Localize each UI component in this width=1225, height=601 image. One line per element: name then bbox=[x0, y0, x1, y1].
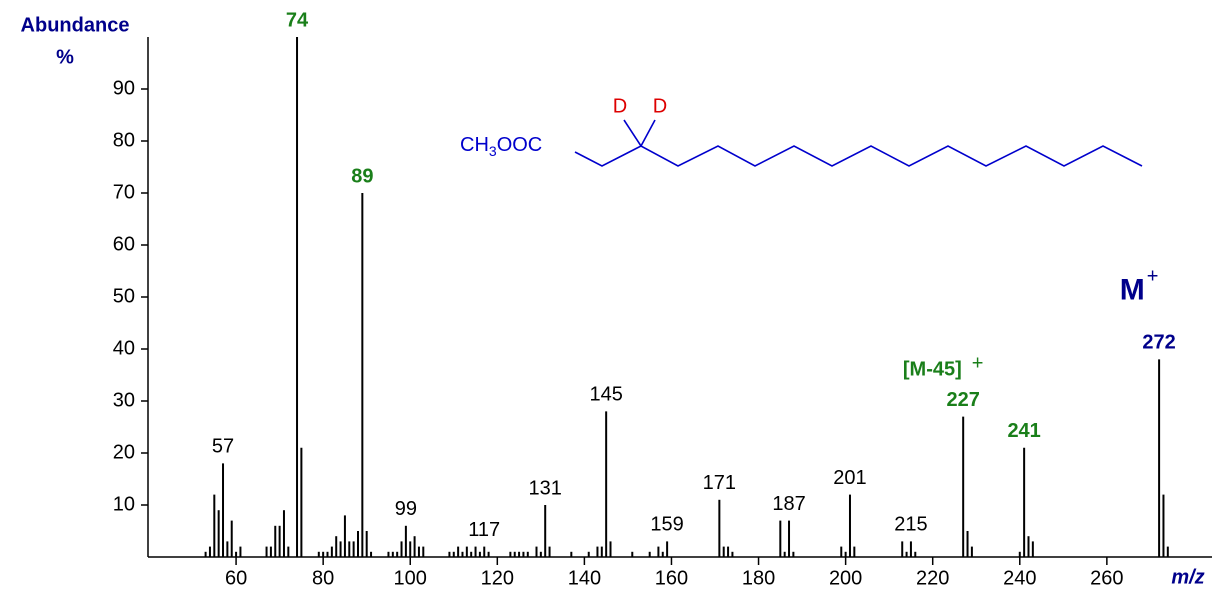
bond bbox=[640, 119, 656, 147]
peak-label: 89 bbox=[351, 165, 373, 187]
y-tick-label: 50 bbox=[113, 285, 135, 307]
x-tick-label: 100 bbox=[394, 567, 427, 589]
deuterium: D bbox=[613, 95, 627, 117]
x-tick-label: 260 bbox=[1090, 567, 1123, 589]
peak-label: 171 bbox=[703, 472, 736, 494]
peak-label: 159 bbox=[650, 514, 683, 536]
annotation: [M-45] + bbox=[903, 353, 984, 381]
x-tick-label: 180 bbox=[742, 567, 775, 589]
y-tick-label: 60 bbox=[113, 233, 135, 255]
deuterium: D bbox=[653, 95, 667, 117]
x-tick-label: 140 bbox=[568, 567, 601, 589]
peak-label: 227 bbox=[946, 389, 979, 411]
x-tick-label: 160 bbox=[655, 567, 688, 589]
annotation-sup: + bbox=[972, 353, 984, 375]
y-tick-label: 70 bbox=[113, 181, 135, 203]
structure: CH3OOC D D bbox=[460, 95, 1143, 167]
peak-label: 201 bbox=[833, 467, 866, 489]
peak-label: 74 bbox=[286, 9, 309, 31]
peak-label: 241 bbox=[1007, 420, 1040, 442]
y-tick-label: 80 bbox=[113, 129, 135, 151]
y-tick-label: 20 bbox=[113, 441, 135, 463]
x-tick-label: 200 bbox=[829, 567, 862, 589]
x-tick-label: 240 bbox=[1003, 567, 1036, 589]
x-tick-label: 220 bbox=[916, 567, 949, 589]
annotation-text: [M-45] bbox=[903, 359, 962, 381]
annotation-sup: + bbox=[1147, 266, 1159, 288]
y-tick-label: 30 bbox=[113, 389, 135, 411]
ester-part: OOC bbox=[497, 134, 543, 156]
peak-label: 215 bbox=[894, 514, 927, 536]
bond bbox=[623, 119, 642, 147]
peak-label: 131 bbox=[529, 477, 562, 499]
y-axis-label: Abundance bbox=[21, 14, 130, 36]
x-tick-label: 60 bbox=[225, 567, 247, 589]
peak-label: 187 bbox=[772, 493, 805, 515]
y-tick-label: 10 bbox=[113, 493, 135, 515]
x-tick-label: 120 bbox=[481, 567, 514, 589]
chain bbox=[574, 145, 1143, 167]
y-tick-label: 40 bbox=[113, 337, 135, 359]
peak-label: 117 bbox=[468, 519, 500, 541]
y-tick-label: 90 bbox=[113, 77, 135, 99]
ester-group: CH3OOC bbox=[460, 134, 542, 158]
y-axis-label: % bbox=[56, 46, 74, 68]
peak-label: 272 bbox=[1142, 332, 1175, 354]
x-tick-label: 80 bbox=[312, 567, 334, 589]
ester-sub: 3 bbox=[489, 143, 497, 159]
peak-label: 57 bbox=[212, 436, 234, 458]
x-axis-label: m/z bbox=[1171, 566, 1204, 588]
annotation: M + bbox=[1120, 266, 1159, 307]
annotation-text: M bbox=[1120, 273, 1145, 306]
peak-label: 99 bbox=[395, 498, 417, 520]
peak-label: 145 bbox=[589, 384, 622, 406]
ester-part: CH bbox=[460, 134, 489, 156]
